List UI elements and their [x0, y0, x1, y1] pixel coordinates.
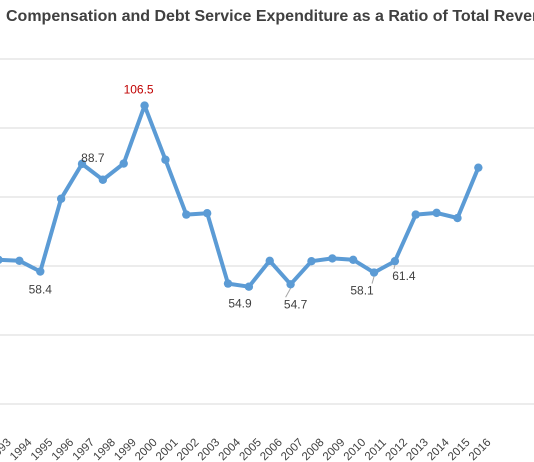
series-line — [0, 103, 481, 289]
data-point-2009 — [328, 254, 337, 263]
data-points — [0, 101, 483, 291]
data-point-2016 — [474, 163, 483, 172]
data-label-2012: 61.4 — [392, 269, 416, 283]
data-label-leader — [393, 265, 396, 270]
data-point-1998 — [98, 175, 108, 184]
x-tick-label: 1997 — [71, 437, 98, 462]
data-label-2004: 54.9 — [228, 297, 252, 311]
data-point-2011 — [369, 268, 379, 277]
data-label-2011: 58.1 — [350, 284, 374, 298]
x-tick-label: 2010 — [342, 437, 369, 462]
data-point-2015 — [453, 213, 462, 223]
x-tick-label: 2009 — [321, 437, 348, 462]
data-label-2007: 54.7 — [284, 297, 308, 311]
data-label-leader — [285, 288, 292, 298]
data-point-1994 — [15, 256, 24, 266]
x-tick-label: 2016 — [467, 437, 494, 462]
x-tick-label: 1995 — [29, 437, 56, 462]
data-labels: 58.4 88.7 106.5 54.9 54.7 58.1 61.4 — [29, 83, 416, 312]
data-label-1995: 58.4 — [29, 283, 53, 297]
x-tick-label: 2015 — [446, 437, 473, 462]
data-label-leader — [371, 276, 375, 284]
x-axis-ticks: 1992199319941995199619971998199920002001… — [0, 436, 494, 462]
x-tick-label: 1999 — [112, 437, 139, 462]
x-tick-label: 1996 — [50, 437, 77, 462]
chart-title: Compensation and Debt Service Expenditur… — [6, 8, 534, 25]
x-tick-label: 2011 — [363, 437, 389, 462]
x-tick-label: 2005 — [237, 437, 264, 462]
data-label-1998: 88.7 — [81, 151, 105, 165]
gridlines — [0, 58, 534, 405]
data-point-2005 — [244, 282, 254, 291]
x-tick-label: 1998 — [91, 437, 118, 462]
data-point-2014 — [432, 208, 441, 218]
data-point-2006 — [265, 256, 274, 266]
x-tick-label: 2003 — [196, 437, 223, 462]
data-label-2000: 106.5 — [124, 83, 154, 97]
data-point-2010 — [348, 255, 358, 264]
x-tick-label: 2007 — [279, 437, 306, 462]
data-point-2002 — [182, 210, 191, 219]
x-tick-label: 2013 — [404, 437, 431, 462]
x-tick-label: 2008 — [300, 437, 327, 462]
data-point-2003 — [202, 209, 212, 218]
x-tick-label: 2001 — [154, 437, 181, 462]
data-point-2004 — [223, 279, 233, 288]
data-point-1999 — [119, 159, 128, 168]
data-point-2007 — [286, 280, 295, 289]
data-point-2000 — [140, 101, 149, 110]
data-point-2008 — [307, 256, 316, 266]
data-point-2012 — [390, 256, 400, 266]
data-point-1993 — [0, 255, 3, 264]
data-point-1997 — [77, 159, 87, 169]
data-point-1996 — [56, 194, 66, 203]
data-point-2001 — [161, 155, 170, 164]
data-point-1995 — [36, 267, 45, 276]
x-tick-label: 2000 — [133, 437, 160, 462]
x-tick-label: 2006 — [258, 437, 285, 462]
x-tick-label: 2012 — [383, 437, 410, 462]
data-point-2013 — [411, 210, 420, 219]
x-tick-label: 2002 — [175, 437, 202, 462]
